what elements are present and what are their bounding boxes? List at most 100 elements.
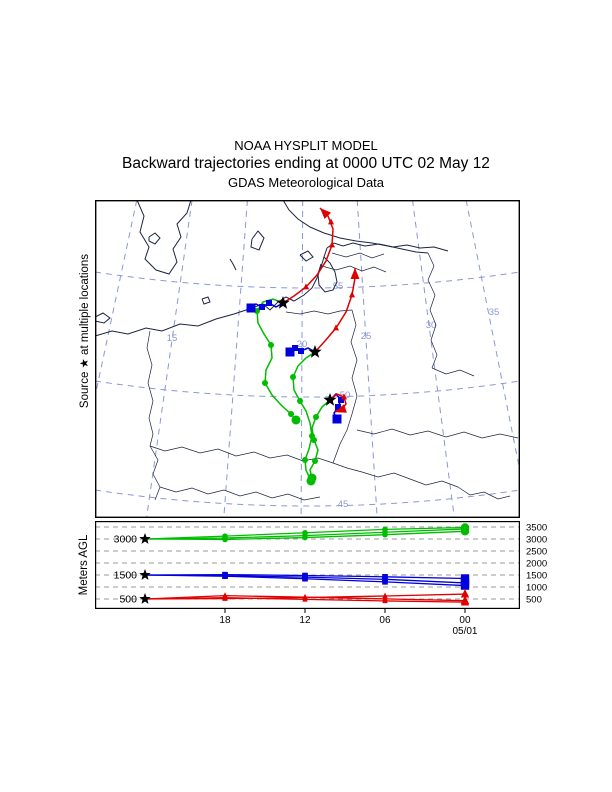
time-tick-label: 18 <box>219 615 231 626</box>
time-marker-triangle <box>382 592 388 599</box>
profile-source-star <box>139 593 151 604</box>
coastline <box>95 247 328 337</box>
time-marker-square <box>382 579 388 585</box>
start-height-label: 500 <box>119 594 137 606</box>
source-star <box>276 296 290 309</box>
profile-source-stars <box>139 533 151 604</box>
time-marker-triangle <box>302 594 308 600</box>
meridian-line <box>95 200 138 400</box>
source-markers <box>276 296 337 406</box>
border-line <box>331 252 385 259</box>
trajectory-arrowhead <box>335 404 347 413</box>
time-marker-square <box>335 404 341 410</box>
coastline <box>317 256 338 293</box>
time-marker-square <box>298 348 304 354</box>
coastline <box>250 230 265 251</box>
height-axis-label: 3500 <box>526 523 547 534</box>
border-line <box>332 462 459 488</box>
coastline <box>136 200 192 275</box>
profile-gridlines <box>95 526 520 600</box>
meridian-line <box>465 200 520 474</box>
border-line <box>356 428 519 439</box>
graticule-label: 35 <box>489 307 500 318</box>
trajectory-path <box>256 298 297 421</box>
coastline <box>201 296 211 305</box>
border-line <box>159 486 321 501</box>
border-line <box>321 265 387 273</box>
height-axis-label: 3000 <box>526 535 547 546</box>
meridian-line <box>146 200 193 518</box>
model-name-title: NOAA HYSPLIT MODEL <box>234 138 378 153</box>
parallel-line <box>95 380 520 398</box>
time-tick-label: 12 <box>299 615 311 626</box>
time-marker-circle <box>268 342 274 348</box>
time-marker-circle <box>302 457 308 463</box>
time-marker-circle <box>311 437 317 443</box>
border-line <box>427 252 438 369</box>
trajectory-red-500-a <box>282 207 335 304</box>
graticule-label: 25 <box>361 331 372 342</box>
graticule-label: 55 <box>333 281 344 292</box>
time-marker-square <box>382 574 388 580</box>
time-marker-circle <box>222 536 228 543</box>
map-trajectories <box>246 207 360 486</box>
time-marker-triangle <box>222 595 228 601</box>
profile-series-b3 <box>144 573 470 590</box>
start-height-label: 1500 <box>114 570 138 582</box>
height-axis-label: 500 <box>526 595 542 606</box>
time-marker-circle <box>312 458 318 464</box>
height-axis-label: 2500 <box>526 547 547 558</box>
coastline <box>299 250 314 262</box>
border-line <box>332 309 358 464</box>
time-marker-circle <box>291 415 301 425</box>
time-marker-square <box>302 575 308 582</box>
border-line <box>146 330 154 447</box>
graticule <box>95 200 520 518</box>
graticule-labels: 1520253035555045 <box>167 281 500 510</box>
coastline <box>95 312 111 324</box>
graticule-label: 15 <box>167 333 178 344</box>
time-marker-triangle <box>382 597 388 604</box>
time-marker-triangle <box>303 283 309 290</box>
meridian-line <box>223 200 248 518</box>
time-marker-square <box>332 414 342 424</box>
time-marker-triangle <box>329 241 335 248</box>
height-axis-label: 2000 <box>526 559 547 570</box>
time-marker-square <box>285 347 295 357</box>
time-marker-circle <box>262 380 268 386</box>
time-marker-circle <box>313 414 319 420</box>
time-marker-circle <box>382 531 388 538</box>
height-profile-panel: 5001000150020002500300035003000150050018… <box>95 521 547 636</box>
time-marker-circle <box>460 527 470 536</box>
graticule-label: 20 <box>297 339 308 350</box>
plot-title: Backward trajectories ending at 0000 UTC… <box>122 155 490 172</box>
time-marker-circle <box>307 473 317 483</box>
profile-source-star <box>139 569 151 580</box>
height-axis-label: 1500 <box>526 571 547 582</box>
time-marker-circle <box>297 398 303 404</box>
profile-series-g3 <box>144 527 470 543</box>
trajectory-red-500-c <box>329 393 347 413</box>
start-height-label: 3000 <box>114 534 138 546</box>
meridian-line <box>412 200 455 518</box>
time-marker-square <box>460 581 470 590</box>
source-axis-label: Source ★ at multiple locations <box>79 253 91 409</box>
trajectory-green-3000-a <box>254 298 301 425</box>
profile-frame <box>95 521 520 609</box>
time-marker-square <box>302 572 308 579</box>
parallel-line <box>95 489 520 507</box>
meridian-line <box>300 200 304 518</box>
date-label: 05/01 <box>452 626 477 636</box>
profile-series <box>144 523 470 606</box>
country-borders <box>146 252 519 501</box>
meters-agl-axis-label: Meters AGL <box>78 534 90 596</box>
coastline <box>326 242 449 252</box>
title-block: NOAA HYSPLIT MODEL Backward trajectories… <box>0 137 612 191</box>
coastline <box>229 258 237 271</box>
time-marker-square <box>460 574 470 583</box>
coastline <box>282 200 429 254</box>
height-axis-label: 1000 <box>526 583 547 594</box>
time-marker-triangle <box>341 393 347 400</box>
